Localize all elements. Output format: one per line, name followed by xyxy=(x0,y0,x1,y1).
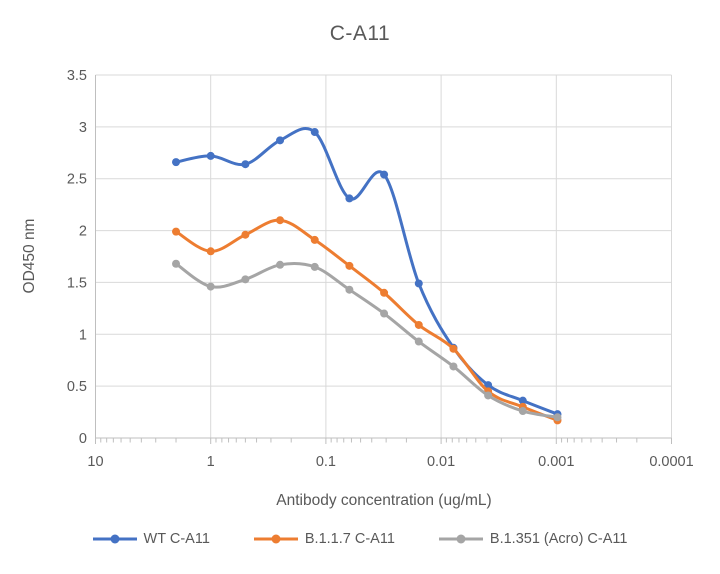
data-point-b-1-351-acro-c-a11-11 xyxy=(553,413,562,422)
data-point-b-1-351-acro-c-a11-8 xyxy=(449,362,458,371)
data-point-b-1-351-acro-c-a11-9 xyxy=(484,391,493,400)
data-point-wt-c-a11-9 xyxy=(484,381,493,390)
y-tick-label-0.5: 0.5 xyxy=(67,379,87,395)
data-point-b-1-1-7-c-a11-3 xyxy=(276,216,285,225)
y-tick-label-3.5: 3.5 xyxy=(67,68,87,84)
data-point-wt-c-a11-2 xyxy=(241,160,250,169)
x-tick-label-1: 1 xyxy=(207,454,215,470)
x-tick-label-0.0001: 0.0001 xyxy=(649,454,693,470)
legend-label: B.1.351 (Acro) C-A11 xyxy=(489,531,628,547)
data-point-b-1-351-acro-c-a11-10 xyxy=(518,407,527,416)
data-point-wt-c-a11-7 xyxy=(414,279,423,288)
legend-marker-icon xyxy=(253,534,298,544)
legend-label: WT C-A11 xyxy=(143,531,210,547)
data-point-wt-c-a11-1 xyxy=(206,151,215,160)
legend-label: B.1.1.7 C-A11 xyxy=(304,531,395,547)
legend-item-b-1-1-7-c-a11: B.1.1.7 C-A11 xyxy=(253,531,395,547)
y-tick-label-1: 1 xyxy=(79,327,87,343)
data-point-b-1-351-acro-c-a11-2 xyxy=(241,275,250,284)
data-point-b-1-351-acro-c-a11-1 xyxy=(206,282,215,291)
legend-marker-icon xyxy=(438,534,483,544)
legend: WT C-A11 B.1.1.7 C-A11 B.1.351 (Acro) C-A1… xyxy=(0,531,720,547)
legend-item-b-1-351-acro-c-a11: B.1.351 (Acro) C-A11 xyxy=(438,531,628,547)
data-point-b-1-1-7-c-a11-5 xyxy=(345,261,354,270)
data-point-b-1-351-acro-c-a11-3 xyxy=(276,260,285,269)
data-point-wt-c-a11-0 xyxy=(172,158,181,167)
y-tick-label-2: 2 xyxy=(79,224,87,240)
data-point-b-1-1-7-c-a11-7 xyxy=(414,320,423,329)
data-point-b-1-351-acro-c-a11-7 xyxy=(414,337,423,346)
y-tick-label-3: 3 xyxy=(79,120,87,136)
y-tick-label-2.5: 2.5 xyxy=(67,172,87,188)
data-point-b-1-351-acro-c-a11-4 xyxy=(310,262,319,271)
data-point-b-1-1-7-c-a11-0 xyxy=(172,227,181,236)
data-point-b-1-1-7-c-a11-6 xyxy=(380,288,389,297)
data-point-wt-c-a11-6 xyxy=(380,170,389,179)
data-point-b-1-1-7-c-a11-4 xyxy=(310,235,319,244)
legend-marker-icon xyxy=(92,534,137,544)
data-point-wt-c-a11-4 xyxy=(310,128,319,137)
x-tick-label-10: 10 xyxy=(87,454,103,470)
data-point-b-1-351-acro-c-a11-6 xyxy=(380,309,389,318)
x-tick-label-0.01: 0.01 xyxy=(427,454,455,470)
series-line-wt-c-a11 xyxy=(174,127,559,416)
series-line-b-1-1-7-c-a11 xyxy=(174,218,559,422)
data-point-b-1-1-7-c-a11-2 xyxy=(241,230,250,239)
data-point-b-1-351-acro-c-a11-0 xyxy=(172,259,181,268)
legend-item-wt-c-a11: WT C-A11 xyxy=(92,531,210,547)
data-point-b-1-1-7-c-a11-8 xyxy=(449,344,458,353)
y-axis-title: OD450 nm xyxy=(21,218,38,294)
data-point-wt-c-a11-5 xyxy=(345,194,354,203)
x-tick-label-0.001: 0.001 xyxy=(538,454,574,470)
data-point-wt-c-a11-10 xyxy=(518,396,527,405)
x-tick-label-0.1: 0.1 xyxy=(316,454,336,470)
series-line-b-1-351-acro-c-a11 xyxy=(174,261,559,419)
x-axis-title: Antibody concentration (ug/mL) xyxy=(276,492,492,509)
data-point-wt-c-a11-3 xyxy=(276,136,285,145)
y-tick-label-1.5: 1.5 xyxy=(67,275,87,291)
y-tick-label-0: 0 xyxy=(79,431,87,447)
data-point-b-1-1-7-c-a11-1 xyxy=(206,247,215,256)
data-point-b-1-351-acro-c-a11-5 xyxy=(345,285,354,294)
chart-title: C-A11 xyxy=(329,22,391,45)
